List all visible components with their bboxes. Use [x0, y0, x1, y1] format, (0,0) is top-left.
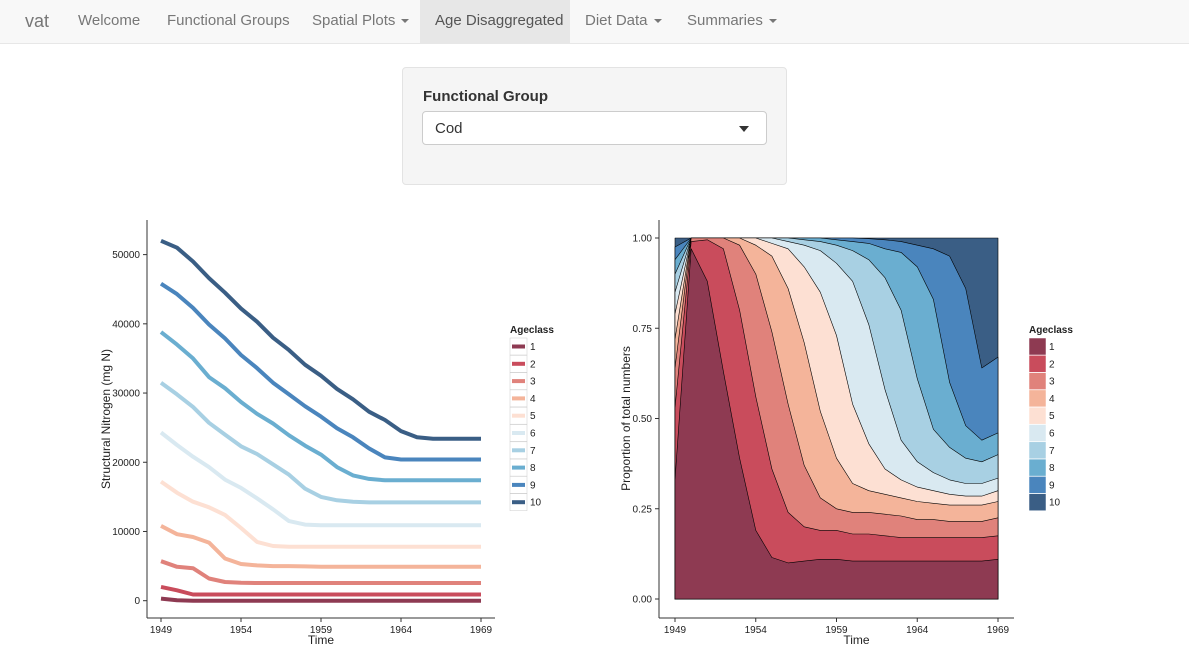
legend-label: 3: [1049, 377, 1055, 388]
legend-label: 6: [530, 429, 536, 440]
functional-group-label: Functional Group: [423, 88, 548, 105]
y-tick-label: 0.50: [633, 414, 653, 425]
nav-welcome-label: Welcome: [78, 12, 141, 29]
y-tick-label: 20000: [112, 458, 140, 469]
series-line-2: [160, 584, 481, 597]
legend-label: 8: [1049, 463, 1055, 474]
x-axis-label: Time: [308, 633, 335, 647]
nav-age-disaggregated-label: Age Disaggregated: [435, 12, 564, 29]
legend-label: 9: [1049, 480, 1055, 491]
y-tick-label: 30000: [112, 389, 140, 400]
legend-swatch: [1028, 337, 1047, 356]
x-tick-label: 1964: [906, 625, 929, 636]
legend-label: 5: [1049, 411, 1055, 422]
nav-welcome[interactable]: Welcome: [63, 0, 155, 44]
legend-label: 4: [1049, 394, 1055, 405]
y-tick-label: 10000: [112, 527, 140, 538]
y-tick-label: 0.00: [633, 595, 653, 606]
navbar: vat Welcome Functional Groups Spatial Pl…: [0, 0, 1189, 44]
legend-swatch: [1028, 424, 1047, 442]
chevron-down-icon: [768, 19, 777, 24]
nav-age-disaggregated[interactable]: Age Disaggregated: [420, 0, 570, 44]
x-tick-label: 1959: [310, 625, 333, 636]
legend-label: 6: [1049, 429, 1055, 440]
nav-summaries-label: Summaries: [687, 12, 763, 29]
legend-label: 9: [530, 480, 536, 491]
y-tick-label: 50000: [112, 250, 140, 261]
x-tick-label: 1969: [987, 625, 1010, 636]
series-line-5: [159, 479, 481, 549]
legend-swatch: [1028, 493, 1047, 511]
area-ageclass-2: [674, 239, 999, 600]
legend-label: 2: [530, 359, 536, 370]
nav-functional-groups[interactable]: Functional Groups: [152, 0, 305, 44]
series-line-1: [160, 596, 481, 603]
dropdown-arrow-icon: [739, 126, 749, 132]
nav-spatial-plots[interactable]: Spatial Plots: [297, 0, 424, 44]
legend-label: 5: [530, 411, 536, 422]
x-tick-label: 1954: [745, 625, 768, 636]
series-line-7: [159, 381, 481, 505]
functional-group-value: Cod: [435, 120, 463, 137]
series-line-10: [160, 238, 481, 441]
nav-summaries[interactable]: Summaries: [672, 0, 792, 44]
legend-swatch: [1028, 441, 1047, 460]
x-tick-label: 1969: [470, 625, 493, 636]
legend-swatch: [1028, 458, 1047, 477]
chevron-down-icon: [401, 19, 410, 24]
nav-functional-groups-label: Functional Groups: [167, 12, 290, 29]
legend-swatch: [1028, 372, 1047, 390]
legend-label: 7: [530, 446, 536, 457]
legend-label: 2: [1049, 359, 1055, 370]
legend-label: 7: [1049, 446, 1055, 457]
legend-label: 8: [530, 463, 536, 474]
legend-swatch: [1028, 476, 1047, 494]
legend-title: Ageclass: [510, 325, 554, 336]
chevron-down-icon: [653, 19, 662, 24]
series-line-3: [160, 559, 481, 585]
legend-label: 3: [530, 377, 536, 388]
nav-diet-data[interactable]: Diet Data: [570, 0, 677, 44]
control-panel: Functional Group Cod: [402, 67, 787, 185]
series-line-9: [159, 282, 481, 462]
y-tick-label: 0: [134, 596, 140, 607]
y-axis-label: Structural Nitrogen (mg N): [99, 349, 113, 489]
y-tick-label: 0.25: [633, 504, 653, 515]
legend-swatch: [1028, 355, 1047, 373]
functional-group-select[interactable]: Cod: [422, 111, 767, 145]
x-axis-label: Time: [843, 633, 870, 647]
nav-diet-data-label: Diet Data: [585, 12, 648, 29]
series-line-8: [159, 330, 481, 483]
y-tick-label: 40000: [112, 319, 140, 330]
legend-title: Ageclass: [1029, 325, 1073, 336]
legend-label: 4: [530, 394, 536, 405]
legend-label: 1: [1049, 342, 1055, 353]
x-tick-label: 1949: [150, 625, 173, 636]
y-tick-label: 0.75: [633, 324, 653, 335]
legend-label: 1: [530, 342, 536, 353]
legend-swatch: [1028, 406, 1047, 425]
legend-swatch: [1028, 389, 1047, 408]
y-axis-label: Proportion of total numbers: [619, 346, 633, 491]
x-tick-label: 1959: [825, 625, 848, 636]
brand-link[interactable]: vat: [25, 11, 50, 31]
legend-label: 10: [530, 498, 542, 509]
nav-spatial-plots-label: Spatial Plots: [312, 12, 396, 29]
legend-label: 10: [1049, 498, 1061, 509]
x-tick-label: 1964: [390, 625, 413, 636]
series-line-4: [160, 524, 481, 569]
x-tick-label: 1949: [664, 625, 687, 636]
area-ageclass-1: [674, 248, 999, 600]
x-tick-label: 1954: [230, 625, 253, 636]
y-tick-label: 1.00: [633, 234, 653, 245]
series-line-6: [159, 430, 481, 528]
